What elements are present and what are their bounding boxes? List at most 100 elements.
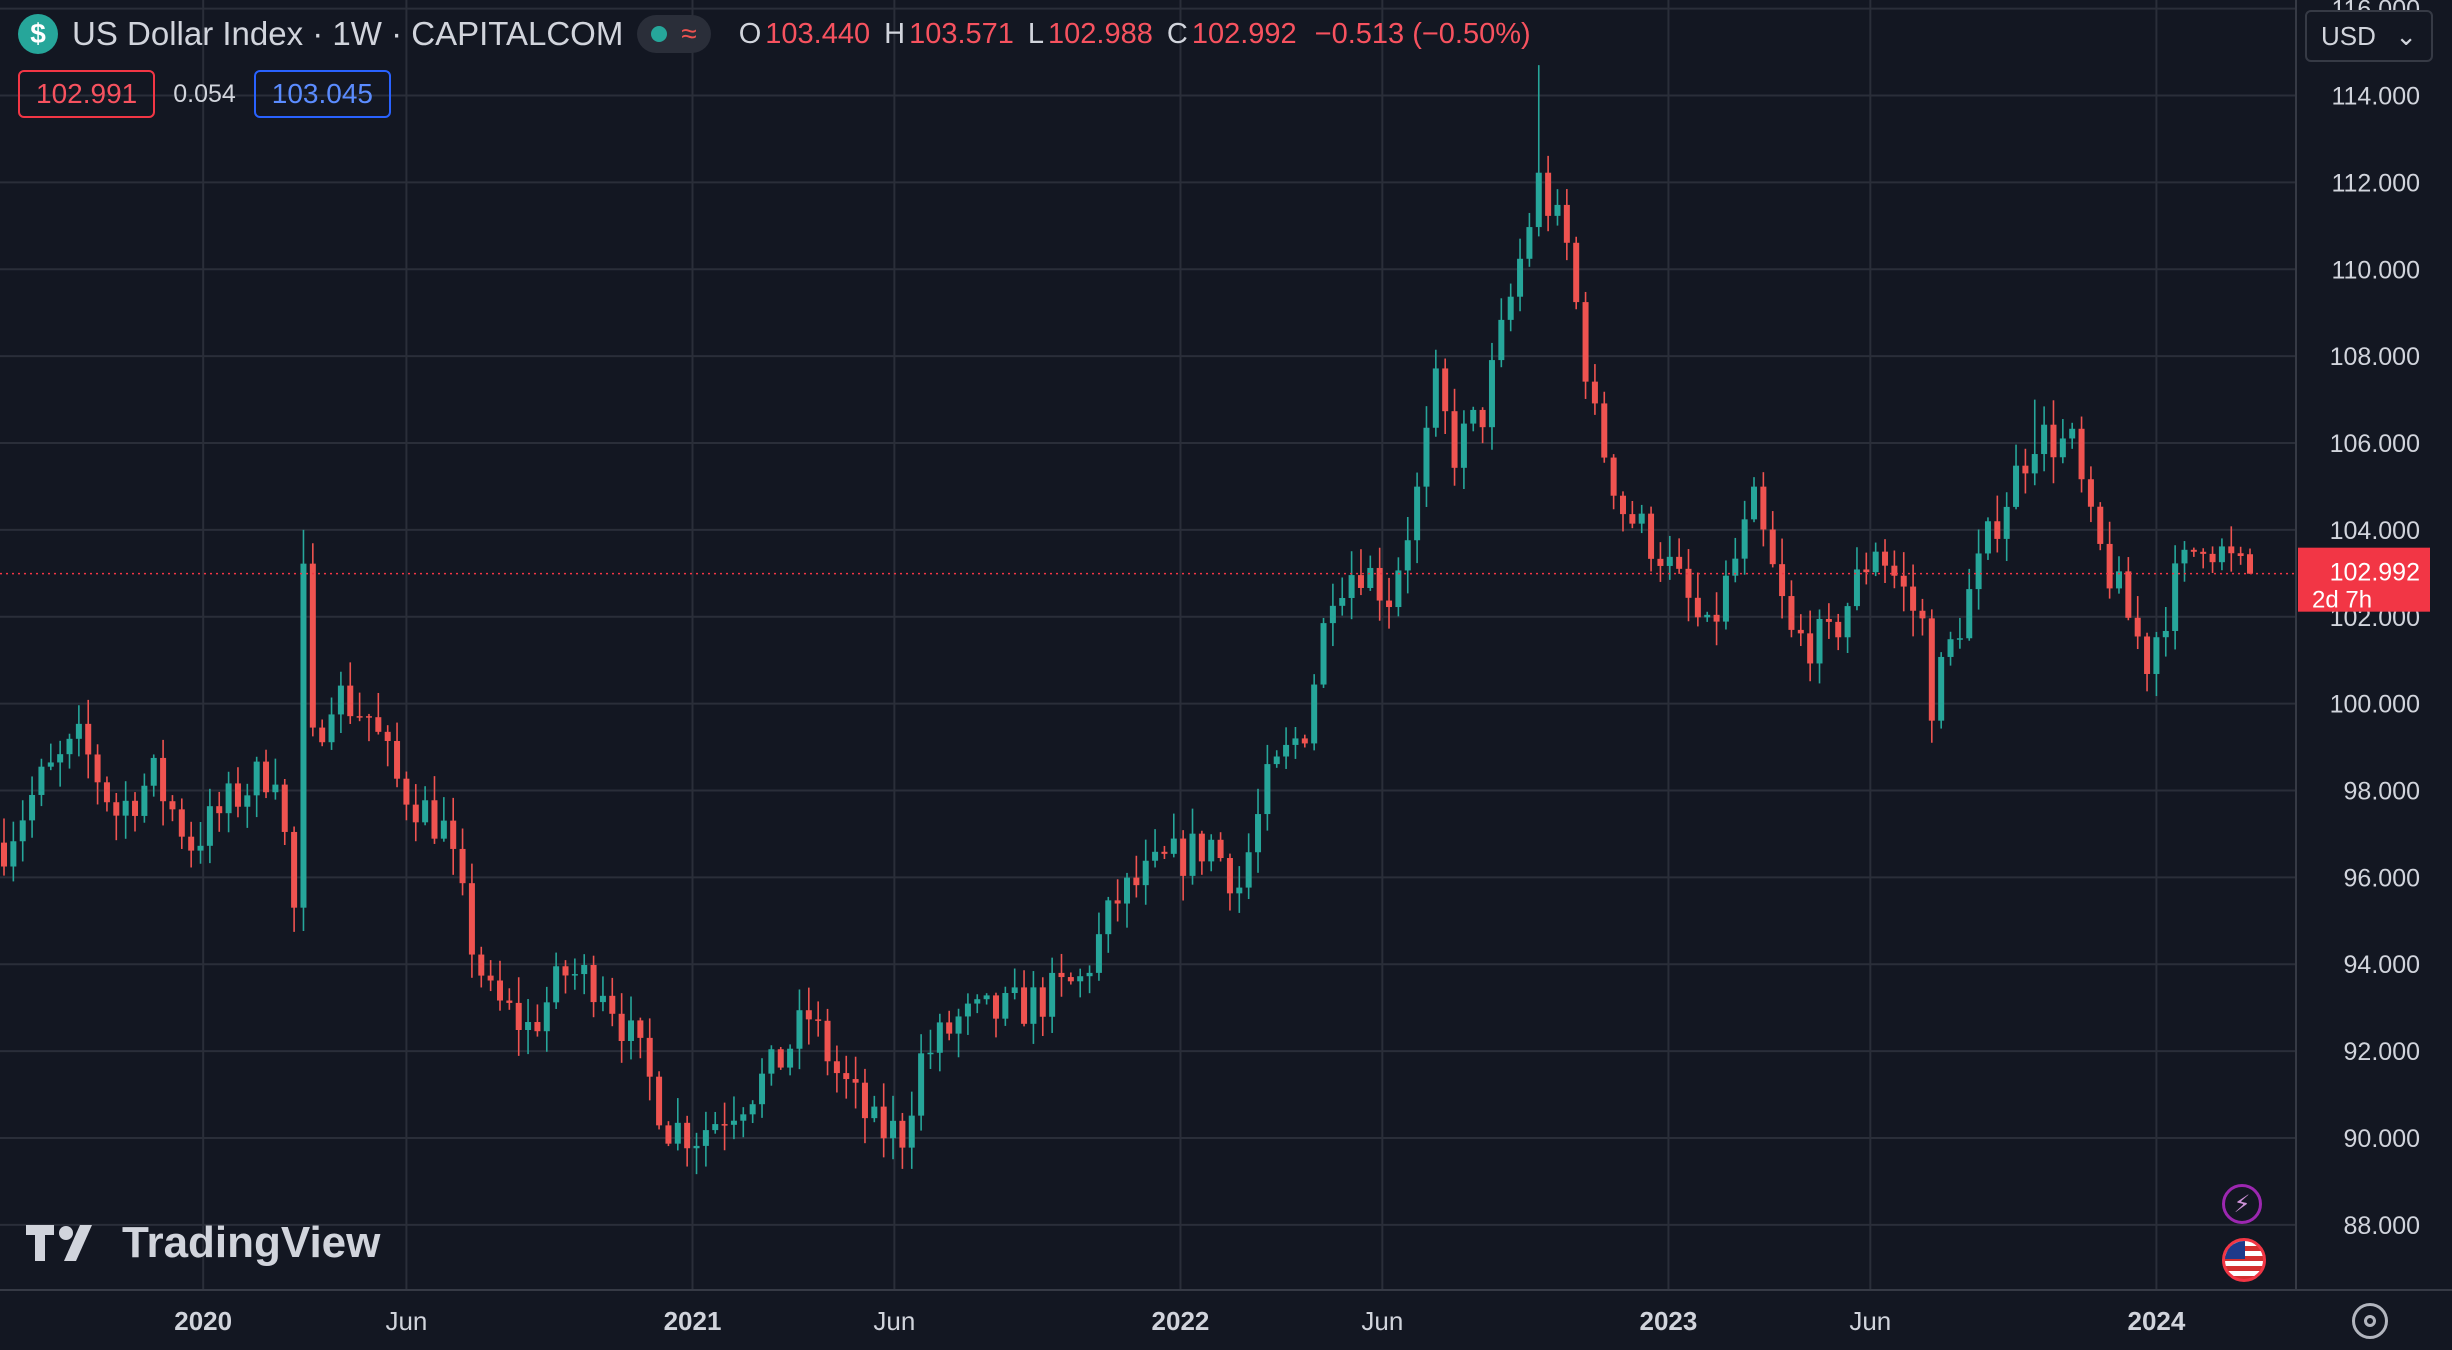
candle-body — [1535, 172, 1542, 228]
candle-body — [824, 1020, 831, 1062]
x-tick-label: 2022 — [1152, 1306, 1210, 1336]
candle-body — [394, 740, 401, 779]
candle-body — [1779, 564, 1786, 597]
candle-body — [890, 1120, 897, 1139]
candle-body — [1573, 242, 1580, 303]
candle-body — [787, 1048, 794, 1068]
candle-body — [1938, 656, 1945, 721]
lightning-icon[interactable]: ⚡ — [2222, 1184, 2262, 1224]
x-tick-label: Jun — [385, 1306, 427, 1336]
candle-body — [1273, 756, 1280, 765]
market-status[interactable]: ≈ — [637, 15, 711, 53]
candle-body — [1956, 638, 1963, 640]
x-tick-label: Jun — [1361, 1306, 1403, 1336]
candle-body — [356, 716, 363, 718]
currency-select[interactable]: USD ⌄ — [2305, 10, 2433, 62]
candle-body — [2190, 549, 2197, 552]
candle-body — [1367, 567, 1374, 588]
candle-body — [2134, 617, 2141, 637]
candle-body — [1264, 764, 1271, 815]
candle-body — [599, 995, 606, 1003]
open-value: 103.440 — [765, 17, 871, 50]
candle-body — [796, 1010, 803, 1049]
candle-body — [1554, 204, 1561, 216]
candle-body — [1170, 838, 1177, 854]
candle-body — [768, 1049, 775, 1074]
candle-body — [674, 1122, 681, 1144]
tradingview-logo[interactable]: TradingView — [26, 1218, 380, 1268]
candle-body — [1301, 738, 1308, 744]
candle-body — [337, 685, 344, 715]
candle-body — [291, 831, 298, 908]
candle-body — [375, 717, 382, 732]
candle-body — [1086, 972, 1093, 977]
candle-body — [1638, 513, 1645, 524]
us-flag-icon[interactable] — [2222, 1238, 2266, 1282]
candle-body — [1133, 877, 1140, 886]
candle-body — [103, 782, 110, 803]
candle-body — [132, 800, 139, 816]
candle-body — [1928, 618, 1935, 721]
candle-body — [422, 800, 429, 823]
candle-body — [1713, 614, 1720, 622]
candle-body — [992, 995, 999, 1019]
candle-body — [1451, 411, 1458, 468]
candlestick-series — [1, 65, 2253, 1175]
candle-body — [1470, 409, 1477, 424]
symbol-title[interactable]: US Dollar Index · 1W · CAPITALCOM — [72, 15, 624, 52]
candle-body — [1189, 833, 1196, 876]
candle-body — [1601, 403, 1608, 458]
candle-body — [2237, 553, 2244, 556]
candle-body — [1460, 423, 1467, 468]
candle-body — [29, 794, 36, 821]
candle-body — [66, 738, 73, 755]
time-axis[interactable] — [0, 1290, 2452, 1350]
y-tick-label: 98.000 — [2344, 778, 2420, 806]
y-tick-label: 104.000 — [2330, 517, 2420, 545]
candle-body — [1488, 360, 1495, 428]
candle-body — [759, 1073, 766, 1105]
candle-body — [815, 1019, 822, 1021]
candle-body — [319, 727, 326, 743]
candle-body — [1853, 569, 1860, 607]
candle-body — [852, 1079, 859, 1083]
gear-icon[interactable] — [2352, 1303, 2388, 1339]
ohlc-values: O 103.440 H 103.571 L 102.988 C 102.992 −0.5… — [739, 18, 1531, 51]
candle-body — [150, 757, 157, 786]
candle-body — [1563, 204, 1570, 243]
candle-body — [1292, 738, 1299, 745]
market-status-dot-icon — [651, 26, 668, 42]
candle-body — [1311, 684, 1318, 744]
candle-body — [1722, 575, 1729, 622]
candle-body — [1058, 972, 1065, 978]
candle-body — [1582, 302, 1589, 382]
candle-body — [1732, 558, 1739, 576]
candle-body — [553, 966, 560, 1003]
sell-price-button[interactable]: 102.991 — [18, 70, 156, 118]
x-tick-label: Jun — [873, 1306, 915, 1336]
candle-body — [459, 848, 466, 884]
candle-body — [871, 1106, 878, 1119]
candle-body — [1507, 296, 1514, 320]
candle-body — [2050, 424, 2057, 458]
price-axis[interactable] — [2296, 0, 2452, 1290]
candle-body — [1283, 744, 1290, 757]
candle-body — [1966, 589, 1973, 639]
y-tick-label: 114.000 — [2331, 83, 2420, 111]
candle-body — [2013, 465, 2020, 507]
buy-price-button[interactable]: 103.045 — [253, 70, 391, 118]
candle-body — [1095, 934, 1102, 973]
candle-body — [1414, 486, 1421, 541]
candle-body — [562, 966, 569, 976]
candle-body — [1676, 556, 1683, 569]
candle-body — [833, 1061, 840, 1074]
candle-body — [1545, 172, 1552, 216]
candle-body — [1142, 860, 1149, 886]
candle-body — [1994, 521, 2001, 539]
symbol-logo-icon[interactable]: $ — [18, 14, 58, 54]
candle-body — [384, 731, 391, 741]
candle-body — [1816, 618, 1823, 664]
